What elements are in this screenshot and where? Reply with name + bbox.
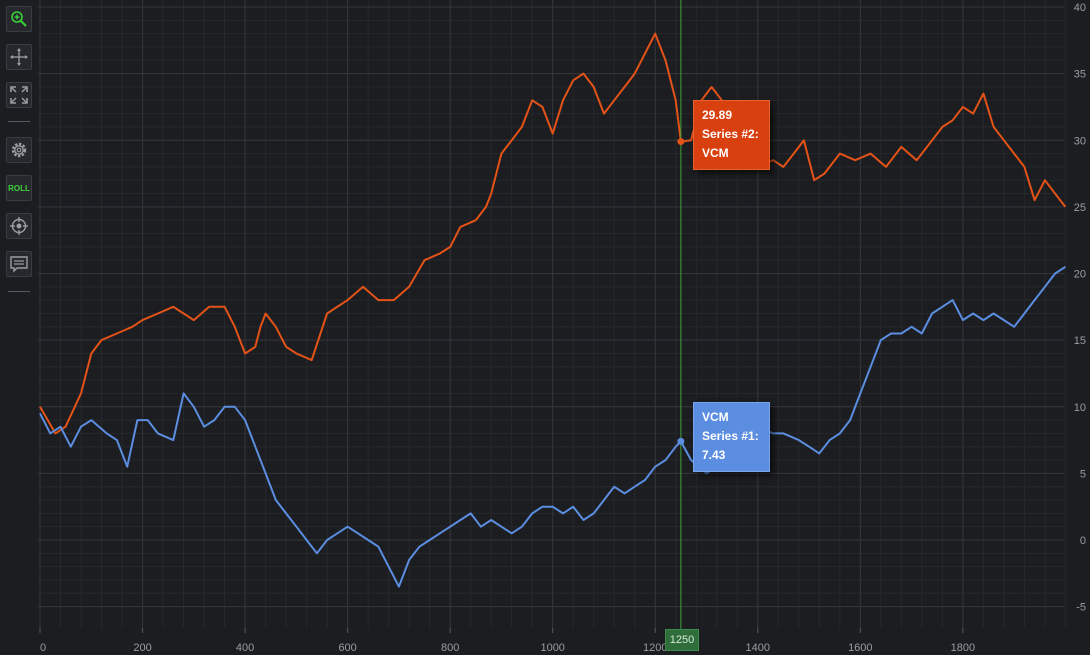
y-tick-label: 15 xyxy=(1074,335,1086,347)
zoom-extents-button[interactable] xyxy=(6,82,32,108)
roll-button[interactable]: ROLL xyxy=(6,175,32,201)
y-tick-label: -5 xyxy=(1076,602,1086,614)
series2-tooltip-value: 29.89 xyxy=(702,108,733,122)
series2-line xyxy=(39,32,1067,435)
series1-cursor-marker xyxy=(677,437,685,445)
pan-icon xyxy=(10,48,28,66)
zoom-extents-icon xyxy=(10,86,28,104)
y-tick-label: 40 xyxy=(1074,2,1086,14)
roll-icon: ROLL xyxy=(8,183,30,193)
x-tick-label: 400 xyxy=(236,642,254,654)
chart-grid xyxy=(38,0,1066,628)
pan-button[interactable] xyxy=(6,44,32,70)
chart-toolbar: ROLL xyxy=(0,0,36,655)
y-tick-label: 35 xyxy=(1074,69,1086,81)
chart-series xyxy=(39,32,1067,588)
series1-tooltip-name: Series #1: xyxy=(702,429,759,443)
series1-line xyxy=(39,265,1066,588)
y-tick-label: 5 xyxy=(1080,468,1086,480)
y-tick-label: 10 xyxy=(1074,402,1086,414)
toolbar-separator xyxy=(8,291,30,292)
settings-button[interactable] xyxy=(6,137,32,163)
series2-tooltip-group: VCM xyxy=(702,146,729,160)
tooltip-icon xyxy=(10,256,28,273)
y-tick-label: 30 xyxy=(1074,135,1086,147)
series1-tooltip-group: VCM xyxy=(702,410,729,424)
series2-tooltip: 29.89 Series #2: VCM xyxy=(693,100,770,170)
x-tick-label: 1400 xyxy=(746,642,770,654)
y-tick-label: 0 xyxy=(1080,535,1086,547)
x-tick-label: 800 xyxy=(441,642,459,654)
toolbar-separator xyxy=(8,121,30,122)
x-tick-label: 0 xyxy=(40,642,46,654)
x-tick-label: 600 xyxy=(338,642,356,654)
x-tick-label: 1000 xyxy=(540,642,564,654)
series1-tooltip: VCM Series #1: 7.43 xyxy=(693,402,770,472)
settings-icon xyxy=(11,142,27,158)
tooltip-button[interactable] xyxy=(6,251,32,277)
series1-tooltip-value: 7.43 xyxy=(702,448,726,462)
zoom-button[interactable] xyxy=(6,6,32,32)
crosshair-icon xyxy=(10,217,28,235)
series2-tooltip-name: Series #2: xyxy=(702,127,759,141)
x-tick-label: 200 xyxy=(133,642,151,654)
x-tick-label: 1200 xyxy=(643,642,667,654)
crosshair-button[interactable] xyxy=(6,213,32,239)
zoom-icon xyxy=(11,11,27,27)
crosshair-cursor xyxy=(677,0,685,630)
chart-axes: 0 200 400 600 800 1000 1200 1400 1600 1800 -5 0 5 10 1… xyxy=(39,2,1086,654)
series2-cursor-marker xyxy=(677,138,685,146)
x-tick-label: 1800 xyxy=(951,642,975,654)
cursor-x-label: 1250 xyxy=(665,629,699,651)
x-tick-label: 1600 xyxy=(848,642,872,654)
y-tick-label: 25 xyxy=(1074,202,1086,214)
y-tick-label: 20 xyxy=(1074,269,1086,281)
